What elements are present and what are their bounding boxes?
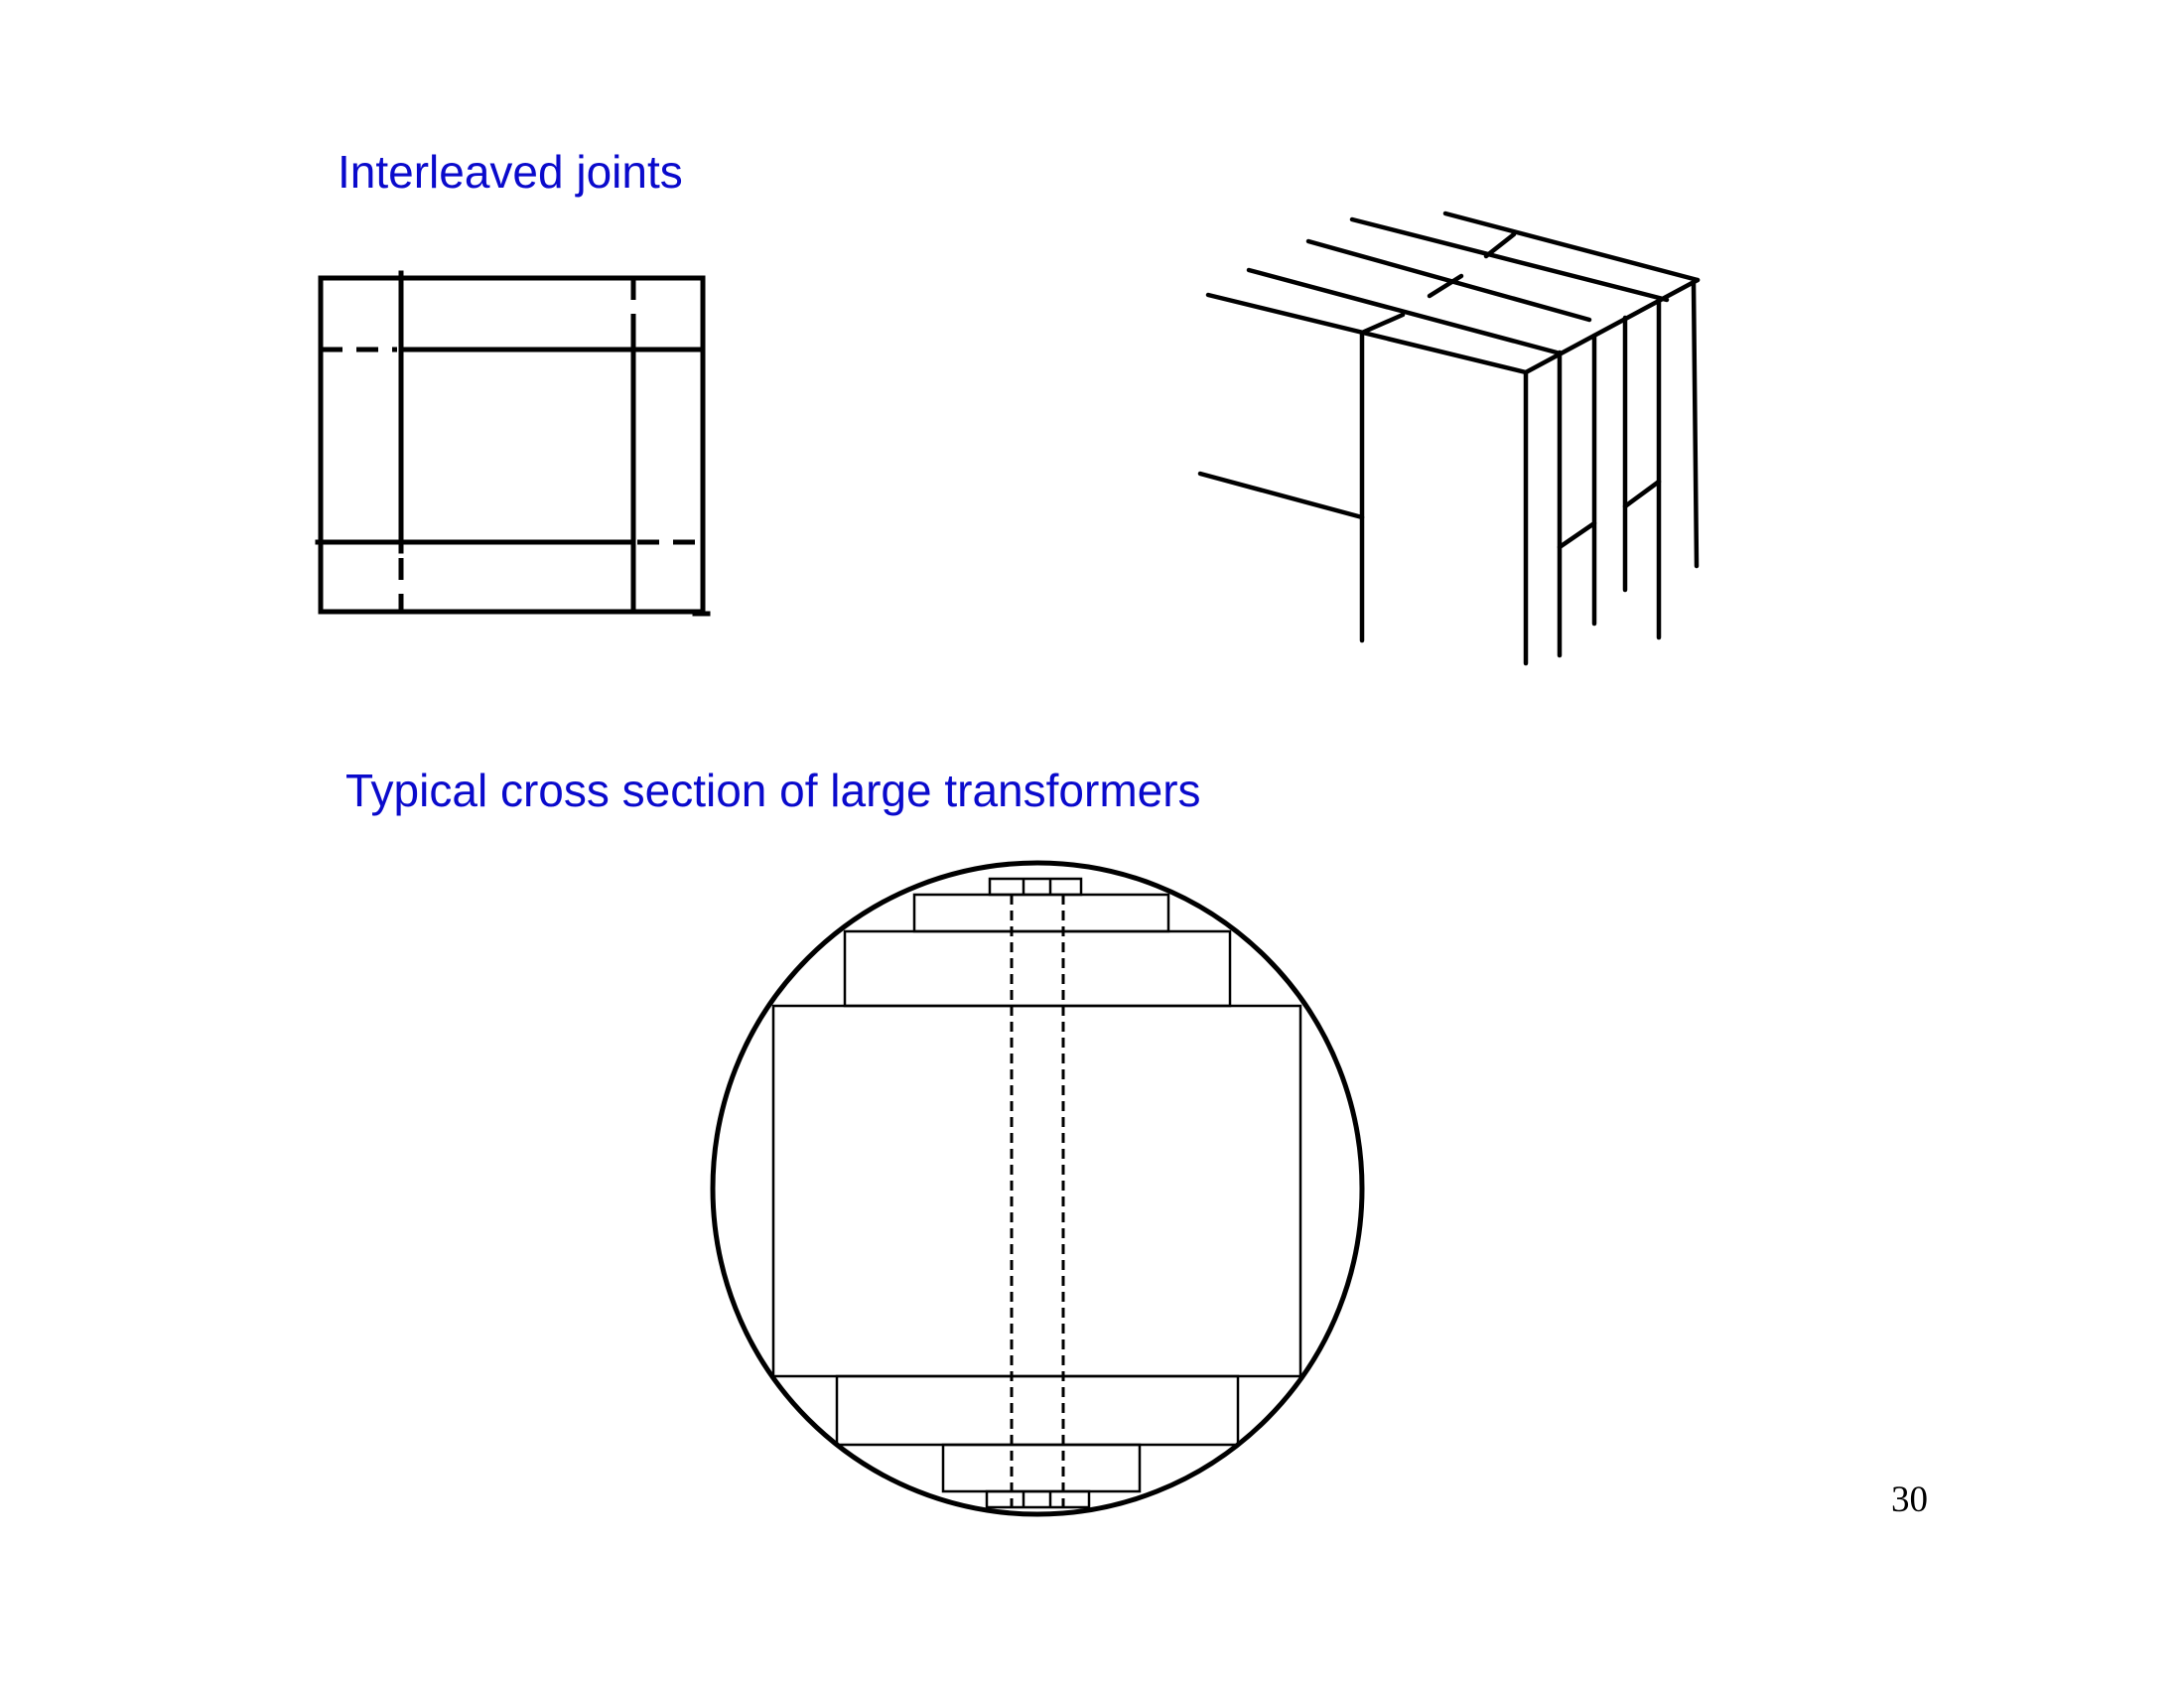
lamination-plan-diagram xyxy=(315,270,711,617)
yoke-lamination-4 xyxy=(1349,216,1670,303)
core-cross-section-diagram xyxy=(710,860,1365,1517)
yoke-joint-step-2 xyxy=(1427,273,1464,299)
lamination-stack-diagram xyxy=(1197,211,1701,666)
limb-joint-step-2 xyxy=(1622,479,1662,509)
interleaved-joints-heading: Interleaved joints xyxy=(338,146,683,198)
yoke-joint-step-3 xyxy=(1483,231,1517,259)
bottom-small-step-strip xyxy=(985,1489,1091,1509)
yoke-lamination-1 xyxy=(1205,292,1529,375)
bottom-step-3 xyxy=(835,1374,1240,1447)
yoke-joint-step-1 xyxy=(1359,312,1406,336)
core-outer-frame xyxy=(318,275,706,615)
back-lamination-edge xyxy=(1197,471,1365,520)
main-central-step xyxy=(771,1004,1302,1378)
yoke-lamination-2 xyxy=(1246,267,1560,355)
page-number: 30 xyxy=(1891,1479,1928,1520)
yoke-lamination-5 xyxy=(1442,211,1701,283)
bottom-step-2 xyxy=(941,1443,1142,1493)
core-circle-outline xyxy=(710,860,1365,1517)
cross-section-heading: Typical cross section of large transform… xyxy=(345,765,1201,816)
top-step-3 xyxy=(843,929,1232,1008)
top-small-step-strip xyxy=(988,877,1083,897)
limb-lamination-6 xyxy=(1691,280,1700,569)
limb-joint-step-1 xyxy=(1557,520,1597,550)
top-step-2 xyxy=(912,893,1170,933)
yoke-lamination-3 xyxy=(1305,238,1592,323)
corner-diagonal-edge xyxy=(1523,277,1701,375)
